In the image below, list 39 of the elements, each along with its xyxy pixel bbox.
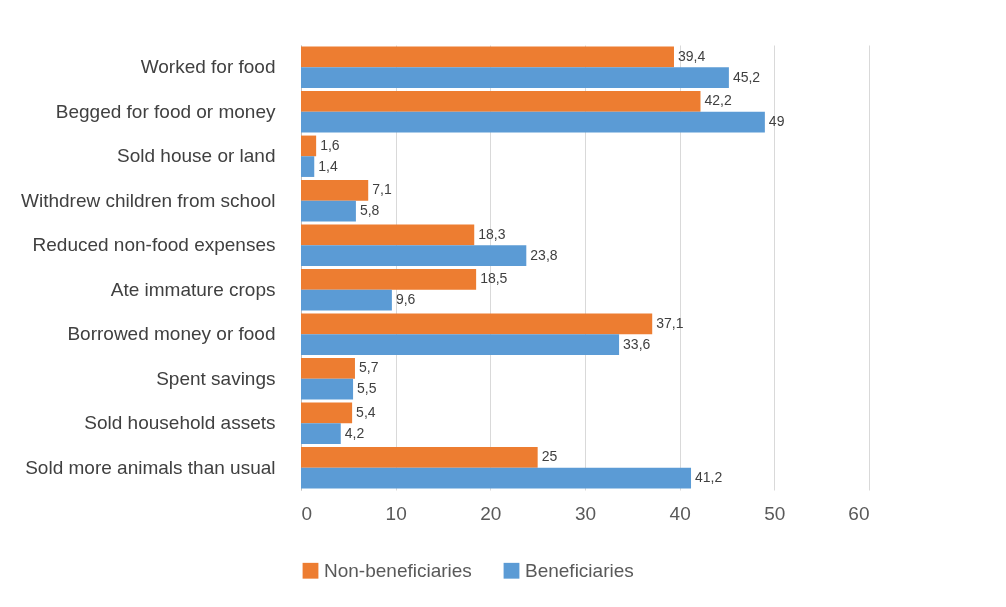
data-label: 23,8 [530,246,558,263]
data-label: 37,1 [656,314,684,331]
y-tick-label: Ate immature crops [110,278,276,300]
x-tick-label: 10 [385,502,407,524]
y-tick-label: Begged for food or money [55,100,276,122]
x-tick-label: 40 [669,502,691,524]
data-label: 45,2 [732,68,761,85]
y-tick-label: Sold more animals than usual [25,456,276,478]
data-label: 1,4 [318,157,338,174]
data-label: 5,8 [359,202,380,219]
y-tick-label: Sold household assets [84,412,276,434]
data-label: 25 [541,448,558,465]
y-tick-label: Sold house or land [117,145,276,167]
y-tick-label: Worked for food [140,56,276,78]
y-tick-label: Spent savings [156,367,276,389]
y-tick-label: Withdrew children from school [21,189,276,211]
data-label: 41,2 [695,469,723,486]
data-label: 4,2 [344,424,365,441]
x-tick-label: 0 [301,502,313,524]
data-label: 18,3 [478,225,506,242]
y-tick-label: Borrowed money or food [67,323,276,345]
data-label: 49 [768,113,785,130]
data-label: 9,6 [395,291,416,308]
data-label: 1,6 [320,136,340,153]
y-tick-label: Reduced non-food expenses [32,234,276,256]
data-label: 33,6 [623,335,651,352]
data-label: 39,4 [677,47,706,64]
data-label: 42,2 [704,92,732,109]
legend-label: Beneficiaries [525,559,634,581]
x-tick-label: 60 [848,502,870,524]
data-label: 5,7 [358,359,379,376]
x-tick-label: 50 [764,502,786,524]
data-label: 5,4 [356,403,376,420]
data-label: 7,1 [372,181,392,198]
legend-label: Non-beneficiaries [324,559,472,581]
x-tick-label: 20 [480,502,502,524]
data-label: 18,5 [480,270,508,287]
x-tick-label: 30 [574,502,597,524]
data-label: 5,5 [357,380,377,397]
